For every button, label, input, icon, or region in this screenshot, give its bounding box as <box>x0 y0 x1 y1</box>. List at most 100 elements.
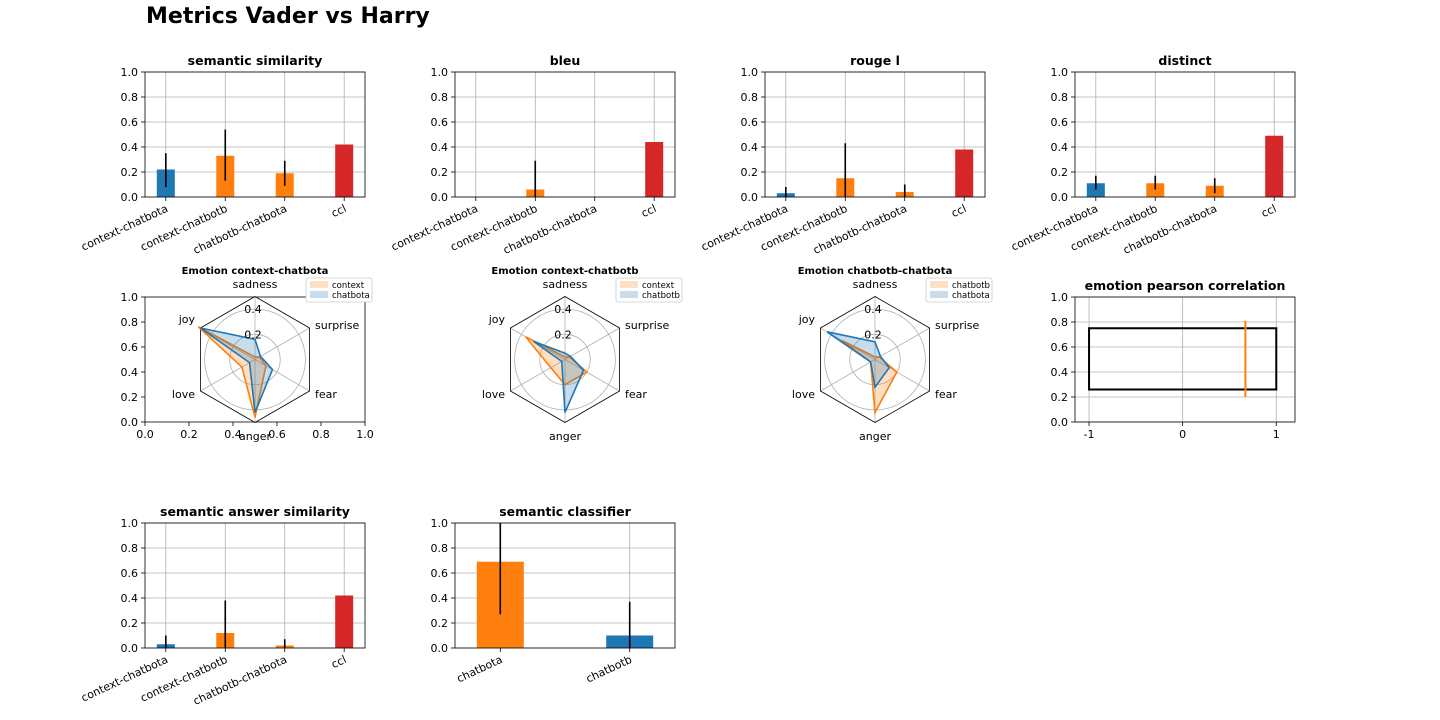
chart-4-axis-label: sadness <box>233 278 278 291</box>
chart-4: 0.0 0.2 0.4 0.6 0.8 1.0 0.0 0.2 0.4 0.6 0.8 1.0 0.2 0… <box>121 266 374 443</box>
chart-4-tick-label-x: 0.8 <box>312 428 330 441</box>
chart-2-bar <box>955 149 974 197</box>
chart-4-radial-tick-label: 0.4 <box>244 303 262 316</box>
chart-4-series-chatbota <box>199 327 274 413</box>
chart-0-bar <box>335 144 354 197</box>
chart-3-tick-label-y: 0.4 <box>1051 141 1069 154</box>
chart-4-title: Emotion context-chatbota <box>182 266 329 277</box>
chart-5-radial-tick-label: 0.2 <box>554 328 572 341</box>
chart-4-legend-swatch <box>310 281 328 288</box>
chart-5-legend-label: context <box>642 281 675 291</box>
chart-6-axis-label: joy <box>798 313 816 326</box>
chart-5-series-context <box>525 336 589 386</box>
chart-6-spoke <box>874 359 930 392</box>
chart-3-tick-label-y: 0.0 <box>1051 191 1069 204</box>
chart-5-radial-tick-label: 0.4 <box>554 303 572 316</box>
chart-3: 0.00.20.40.60.81.0context-chatbotacontex… <box>1009 53 1296 257</box>
chart-4-axis-label: anger <box>239 430 271 443</box>
chart-1-tick-label-y: 0.0 <box>431 191 449 204</box>
chart-5-outline <box>510 296 620 423</box>
chart-9-frame <box>454 522 676 649</box>
chart-2: 0.00.20.40.60.81.0context-chatbotacontex… <box>699 53 986 257</box>
chart-6-axis-label: anger <box>859 430 891 443</box>
chart-5-axis-label: love <box>482 388 505 401</box>
chart-9-tick-label-y: 1.0 <box>431 517 449 530</box>
chart-0-title: semantic similarity <box>188 53 323 68</box>
chart-6-radial-tick-label: 0.2 <box>864 328 882 341</box>
chart-4-spoke <box>200 359 256 392</box>
chart-4-legend-swatch <box>310 291 328 298</box>
chart-7-title: emotion pearson correlation <box>1085 278 1286 293</box>
chart-4-axis-label: fear <box>315 388 337 401</box>
chart-5-axis-label: anger <box>549 430 581 443</box>
chart-2-tick-label-y: 0.6 <box>741 116 759 129</box>
chart-4-axis-label: surprise <box>315 319 360 332</box>
chart-5-axis-label: sadness <box>543 278 588 291</box>
chart-8-tick-label-y: 0.2 <box>121 617 139 630</box>
chart-5-spoke <box>510 359 566 392</box>
chart-0-tick-label-y: 0.2 <box>121 166 139 179</box>
chart-0-tick-label-x: ccl <box>329 202 348 220</box>
chart-5-legend-swatch <box>620 281 638 288</box>
chart-5-axis-label: joy <box>488 313 506 326</box>
chart-5-legend <box>615 277 683 303</box>
chart-5: 0.2 0.4 sadness surprise fear anger love joy con… <box>482 266 683 443</box>
chart-8-tick-label-y: 0.0 <box>121 642 139 655</box>
chart-4-tick-label-y: 0.4 <box>121 366 139 379</box>
chart-6-radial-tick-label: 0.4 <box>864 303 882 316</box>
chart-3-tick-label-x: ccl <box>1259 202 1278 220</box>
chart-1-title: bleu <box>550 53 581 68</box>
chart-3-tick-label-y: 1.0 <box>1051 66 1069 79</box>
chart-9-tick-label-y: 0.6 <box>431 567 449 580</box>
chart-4-legend-label: chatbota <box>332 291 370 301</box>
chart-2-tick-label-x: ccl <box>949 202 968 220</box>
chart-9-tick-label-y: 0.0 <box>431 642 449 655</box>
chart-4-legend-label: context <box>332 281 365 291</box>
chart-4-radial-tick-label: 0.2 <box>244 328 262 341</box>
chart-3-tick-label-y: 0.6 <box>1051 116 1069 129</box>
chart-4-tick-label-y: 1.0 <box>121 291 139 304</box>
chart-6-axis-label: sadness <box>853 278 898 291</box>
chart-6-spoke <box>874 327 930 360</box>
chart-2-title: rouge l <box>850 53 900 68</box>
chart-5-legend-label: chatbotb <box>642 291 680 301</box>
chart-6-series-chatbotb <box>841 339 898 416</box>
chart-7: 0.0 0.2 0.4 0.6 0.8 1.0 -1 0 1 emotion pearson co… <box>1051 278 1296 441</box>
chart-5-axis-label: surprise <box>625 319 670 332</box>
chart-1-tick-label-y: 0.6 <box>431 116 449 129</box>
chart-8-frame <box>144 522 366 649</box>
chart-8-tick-label-x: ccl <box>329 653 348 671</box>
chart-5-title: Emotion context-chatbotb <box>491 266 638 277</box>
chart-5-legend-swatch <box>620 291 638 298</box>
chart-7-tick-label-y: 0.8 <box>1051 316 1069 329</box>
chart-4-tick-label-y: 0.2 <box>121 391 139 404</box>
chart-7-tick-label-y: 1.0 <box>1051 291 1069 304</box>
chart-5-spoke <box>564 359 620 392</box>
chart-5-axis-label: fear <box>625 388 647 401</box>
chart-1-tick-label-y: 0.4 <box>431 141 449 154</box>
chart-7-tick-label-y: 0.2 <box>1051 391 1069 404</box>
chart-8-tick-label-y: 0.6 <box>121 567 139 580</box>
chart-7-tick-label-x: 0 <box>1179 428 1186 441</box>
chart-4-axis-label: love <box>172 388 195 401</box>
chart-3-bar <box>1265 135 1284 197</box>
chart-2-frame <box>764 71 986 198</box>
chart-2-tick-label-y: 0.0 <box>741 191 759 204</box>
chart-6-spoke <box>820 359 876 392</box>
chart-5-series-chatbotb <box>532 340 585 413</box>
chart-7-tick-label-y: 0.6 <box>1051 341 1069 354</box>
chart-4-tick-label-x: 0.4 <box>224 428 242 441</box>
chart-4-tick-label-x: 0.0 <box>136 428 154 441</box>
chart-3-bar <box>1146 183 1165 197</box>
chart-8-title: semantic answer similarity <box>160 504 350 519</box>
chart-3-tick-label-y: 0.2 <box>1051 166 1069 179</box>
chart-6: 0.2 0.4 sadness surprise fear anger love joy cha… <box>792 266 993 443</box>
chart-8: 0.00.20.40.60.81.0context-chatbotacontex… <box>79 504 366 708</box>
chart-1-tick-label-y: 0.8 <box>431 91 449 104</box>
chart-3-frame <box>1074 71 1296 198</box>
chart-0-tick-label-y: 0.0 <box>121 191 139 204</box>
chart-0: 0.00.20.40.60.81.0context-chatbotacontex… <box>79 53 366 257</box>
chart-9-title: semantic classifier <box>499 504 631 519</box>
chart-6-outline <box>820 296 930 423</box>
